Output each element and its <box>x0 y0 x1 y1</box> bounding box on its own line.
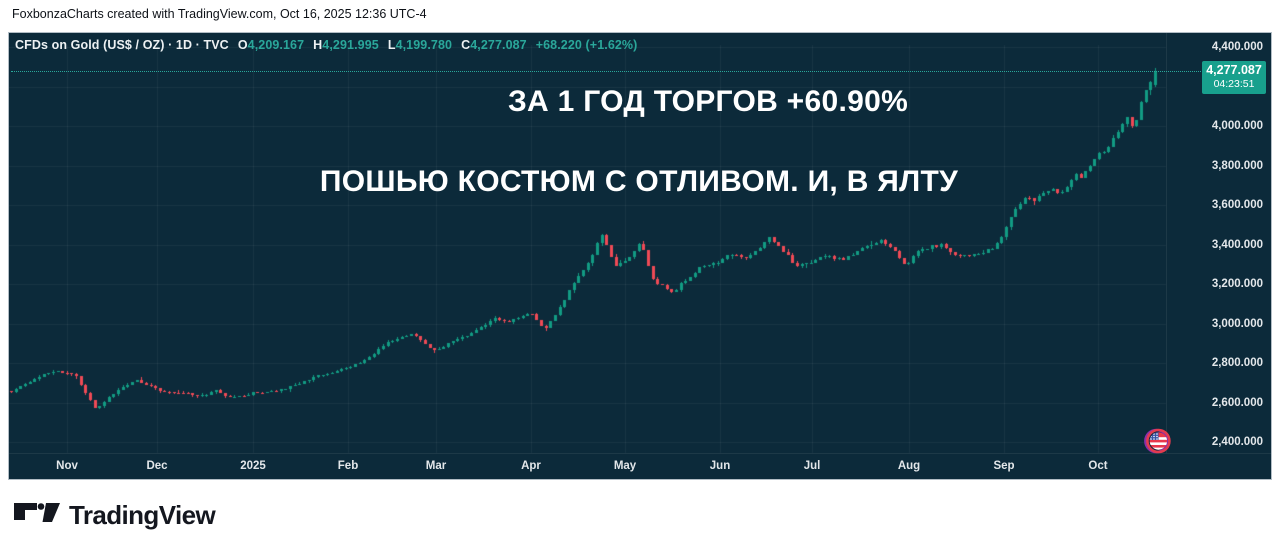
time-tick-label: May <box>613 460 637 472</box>
annotation-quote: ПОШЬЮ КОСТЮМ С ОТЛИВОМ. И, В ЯЛТУ <box>319 165 959 198</box>
time-tick-label: Oct <box>1088 460 1108 472</box>
price-tick-label: 2,800.000 <box>1211 357 1263 369</box>
us-flag-avatar-icon <box>1143 426 1173 461</box>
tradingview-attribution[interactable]: TradingView <box>14 496 216 534</box>
time-tick-label: Feb <box>337 460 359 472</box>
ohlc-item: O4,209.167 <box>237 38 305 52</box>
price-tick-label: 3,400.000 <box>1211 239 1263 251</box>
price-tick-label: 3,600.000 <box>1211 199 1263 211</box>
legend-ohlc: O4,209.167 H4,291.995 L4,199.780 C4,277.087 <box>229 38 527 52</box>
price-badge-value: 4,277.087 <box>1206 63 1262 77</box>
tradingview-logo-icon <box>14 502 60 528</box>
price-tick-label: 2,600.000 <box>1211 397 1263 409</box>
symbol-title: CFDs on Gold (US$ / OZ) · 1D · TVC <box>15 38 229 52</box>
legend-change: +68.220 (+1.62%) <box>535 38 638 52</box>
ohlc-item: L4,199.780 <box>387 38 453 52</box>
annotation-performance: ЗА 1 ГОД ТОРГОВ +60.90% <box>507 85 909 118</box>
time-tick-label: Aug <box>897 460 921 472</box>
price-tick-label: 3,200.000 <box>1211 278 1263 290</box>
price-tick-label: 2,400.000 <box>1211 436 1263 448</box>
price-tick-label: 4,400.000 <box>1211 41 1263 53</box>
time-tick-label: Jun <box>709 460 731 472</box>
price-badge-countdown: 04:23:51 <box>1213 78 1255 90</box>
watermark-text: FoxbonzaCharts created with TradingView.… <box>12 7 427 21</box>
time-tick-label: Jul <box>803 460 821 472</box>
price-badge: 4,277.087 04:23:51 <box>1202 61 1266 94</box>
price-tick-label: 4,000.000 <box>1211 120 1263 132</box>
tradingview-brand: TradingView <box>69 499 216 530</box>
chart-container: CFDs on Gold (US$ / OZ) · 1D · TVC O4,209… <box>8 32 1272 480</box>
time-tick-label: Sep <box>993 460 1015 472</box>
ohlc-item: H4,291.995 <box>313 38 379 52</box>
time-tick-label: 2025 <box>240 460 266 472</box>
time-tick-label: Mar <box>425 460 447 472</box>
current-price-line <box>11 71 1201 72</box>
legend: CFDs on Gold (US$ / OZ) · 1D · TVC O4,209… <box>15 38 637 52</box>
ohlc-item: C4,277.087 <box>461 38 527 52</box>
time-tick-label: Nov <box>56 460 78 472</box>
price-tick-label: 3,800.000 <box>1211 160 1263 172</box>
candlestick-canvas[interactable] <box>9 33 1271 479</box>
time-tick-label: Dec <box>146 460 168 472</box>
time-tick-label: Apr <box>521 460 541 472</box>
price-tick-label: 3,000.000 <box>1211 318 1263 330</box>
price-axis-separator <box>1166 33 1167 453</box>
time-axis-separator <box>9 453 1271 454</box>
